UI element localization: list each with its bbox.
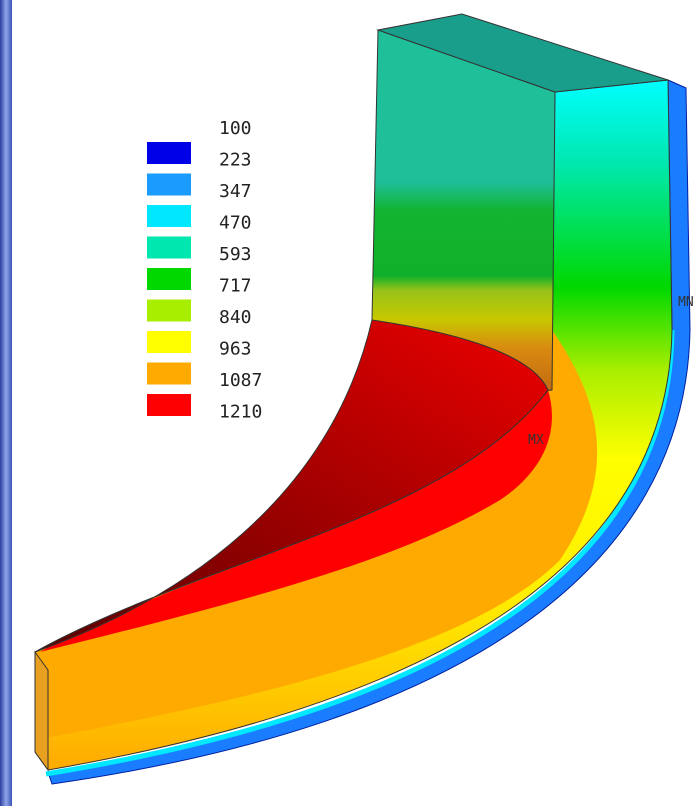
legend-label: 223 (219, 150, 252, 171)
max-marker: MX (528, 433, 544, 448)
legend-label: 1210 (219, 402, 262, 423)
legend-label: 100 (219, 118, 252, 139)
side-strip (0, 0, 12, 806)
legend-swatch (147, 268, 191, 290)
legend-label: 1087 (219, 370, 262, 391)
legend-swatch (147, 174, 191, 196)
contour-plot: MN MX 100 223 347 470 593 717 840 963 1087 1210 (0, 0, 700, 806)
end-face (35, 652, 48, 770)
legend-swatch (147, 300, 191, 322)
page: MN MX 10022334747059371784096310871210 (… (0, 0, 700, 806)
legend-swatch (147, 237, 191, 259)
legend-label: 470 (219, 213, 252, 234)
legend: 100 223 347 470 593 717 840 963 1087 1210 (147, 118, 262, 423)
min-marker: MN (678, 295, 694, 310)
legend-swatch (147, 394, 191, 416)
legend-label: 717 (219, 276, 252, 297)
legend-label: 840 (219, 307, 252, 328)
legend-swatch (147, 331, 191, 353)
legend-swatch (147, 363, 191, 385)
legend-label: 347 (219, 181, 252, 202)
legend-label: 963 (219, 339, 252, 360)
legend-swatch (147, 142, 191, 164)
legend-label: 593 (219, 244, 252, 265)
legend-swatch (147, 205, 191, 227)
